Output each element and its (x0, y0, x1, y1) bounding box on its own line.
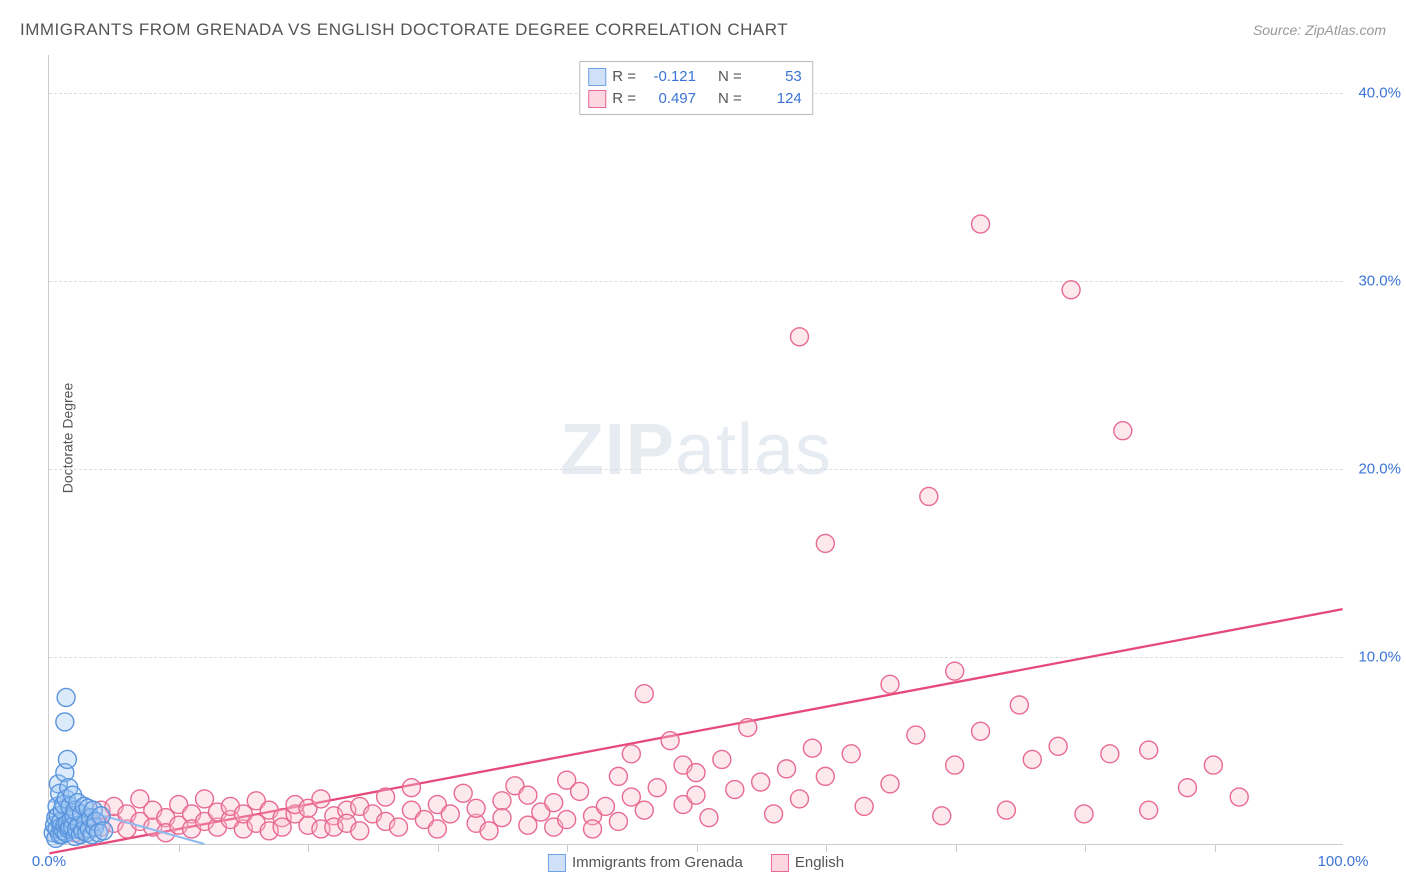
scatter-point (790, 328, 808, 346)
scatter-point (778, 760, 796, 778)
scatter-point (700, 809, 718, 827)
y-tick-label: 10.0% (1358, 648, 1401, 665)
scatter-point (1075, 805, 1093, 823)
series-legend-item: Immigrants from Grenada (548, 854, 743, 872)
scatter-point (1023, 750, 1041, 768)
scatter-point (972, 215, 990, 233)
scatter-point (493, 792, 511, 810)
scatter-point (609, 767, 627, 785)
scatter-point (441, 805, 459, 823)
scatter-point (881, 775, 899, 793)
chart-plot-area: ZIPatlas 10.0%20.0%30.0%40.0% R = -0.121… (48, 55, 1343, 845)
scatter-point (57, 688, 75, 706)
stats-legend-row: R = 0.497 N = 124 (588, 88, 802, 110)
scatter-point (609, 812, 627, 830)
series-legend-item: English (771, 854, 844, 872)
scatter-point (933, 807, 951, 825)
scatter-point (1114, 422, 1132, 440)
scatter-point (842, 745, 860, 763)
scatter-point (816, 534, 834, 552)
scatter-point (687, 764, 705, 782)
scatter-point (622, 745, 640, 763)
scatter-point (946, 662, 964, 680)
scatter-point (648, 779, 666, 797)
r-label: R = (612, 66, 636, 88)
stats-legend-row: R = -0.121 N = 53 (588, 66, 802, 88)
scatter-point (351, 822, 369, 840)
series-legend: Immigrants from Grenada English (548, 854, 844, 872)
scatter-point (739, 719, 757, 737)
scatter-point (635, 685, 653, 703)
legend-swatch-icon (588, 68, 606, 86)
scatter-point (1140, 801, 1158, 819)
scatter-point (946, 756, 964, 774)
n-label: N = (718, 66, 742, 88)
r-label: R = (612, 88, 636, 110)
scatter-point (571, 782, 589, 800)
source-name: ZipAtlas.com (1305, 22, 1386, 38)
n-label: N = (718, 88, 742, 110)
y-tick-label: 20.0% (1358, 460, 1401, 477)
scatter-point (519, 786, 537, 804)
y-tick-label: 30.0% (1358, 272, 1401, 289)
x-tick-label: 0.0% (32, 853, 66, 870)
source-attribution: Source: ZipAtlas.com (1253, 22, 1386, 38)
n-value: 53 (748, 66, 802, 88)
scatter-point (558, 811, 576, 829)
n-value: 124 (748, 88, 802, 110)
scatter-point (713, 750, 731, 768)
scatter-point (803, 739, 821, 757)
scatter-point (467, 799, 485, 817)
scatter-point (920, 487, 938, 505)
scatter-point (428, 820, 446, 838)
scatter-point (752, 773, 770, 791)
stats-legend: R = -0.121 N = 53 R = 0.497 N = 124 (579, 61, 813, 115)
scatter-point (1062, 281, 1080, 299)
scatter-point (765, 805, 783, 823)
scatter-point (972, 722, 990, 740)
scatter-point (454, 784, 472, 802)
scatter-point (596, 797, 614, 815)
scatter-point (661, 732, 679, 750)
scatter-point (687, 786, 705, 804)
scatter-point (997, 801, 1015, 819)
scatter-point (881, 675, 899, 693)
scatter-point (58, 750, 76, 768)
x-tick-label: 100.0% (1318, 853, 1369, 870)
scatter-point (635, 801, 653, 819)
scatter-point (1230, 788, 1248, 806)
scatter-point (855, 797, 873, 815)
scatter-point (584, 820, 602, 838)
legend-swatch-icon (771, 854, 789, 872)
scatter-point (1049, 737, 1067, 755)
scatter-point (95, 822, 113, 840)
scatter-point (377, 788, 395, 806)
scatter-point (390, 818, 408, 836)
scatter-point (493, 809, 511, 827)
scatter-point (726, 781, 744, 799)
scatter-point (545, 794, 563, 812)
scatter-point (816, 767, 834, 785)
legend-swatch-icon (588, 90, 606, 108)
scatter-point (1140, 741, 1158, 759)
y-tick-label: 40.0% (1358, 84, 1401, 101)
scatter-point (790, 790, 808, 808)
scatter-point (1178, 779, 1196, 797)
series-label: English (795, 854, 844, 871)
scatter-point (1204, 756, 1222, 774)
scatter-point (907, 726, 925, 744)
source-prefix: Source: (1253, 22, 1305, 38)
legend-swatch-icon (548, 854, 566, 872)
r-value: 0.497 (642, 88, 696, 110)
chart-title: IMMIGRANTS FROM GRENADA VS ENGLISH DOCTO… (20, 20, 788, 40)
series-label: Immigrants from Grenada (572, 854, 743, 871)
scatter-svg (49, 55, 1343, 844)
scatter-point (1101, 745, 1119, 763)
r-value: -0.121 (642, 66, 696, 88)
scatter-point (402, 779, 420, 797)
scatter-point (312, 790, 330, 808)
scatter-point (56, 713, 74, 731)
scatter-point (1010, 696, 1028, 714)
